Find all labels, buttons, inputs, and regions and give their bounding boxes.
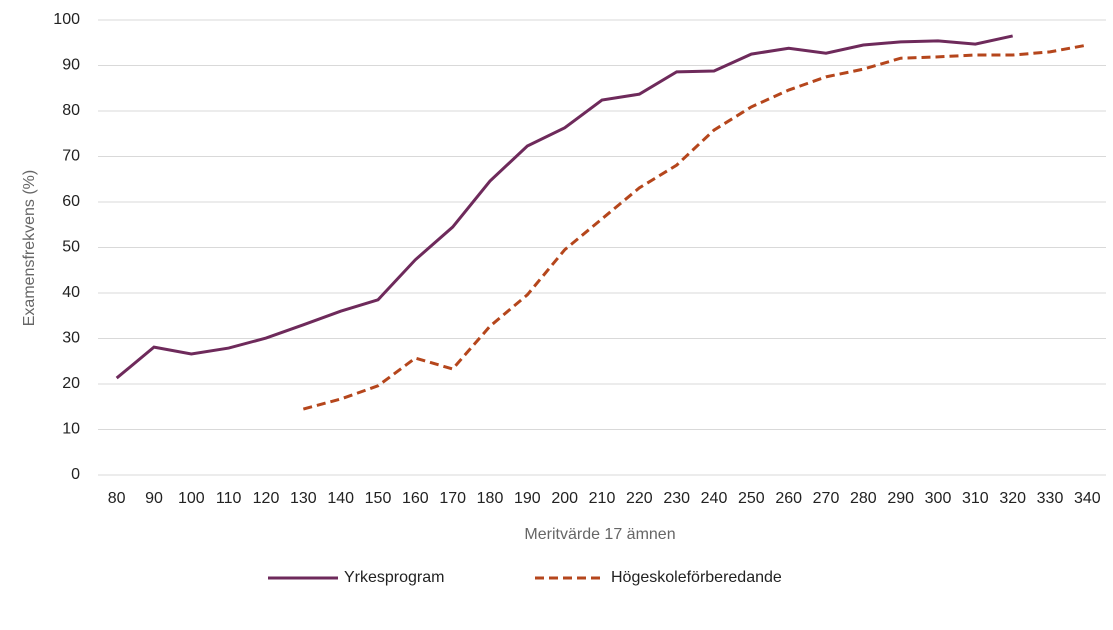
legend-label: Högeskoleförberedande: [611, 569, 782, 586]
x-tick-label: 300: [925, 490, 952, 507]
x-tick-label: 220: [626, 490, 653, 507]
x-tick-label: 230: [663, 490, 690, 507]
x-tick-label: 260: [775, 490, 802, 507]
x-tick-label: 110: [216, 490, 242, 507]
y-tick-label: 100: [53, 11, 80, 28]
x-tick-label: 240: [701, 490, 728, 507]
y-tick-label: 60: [62, 193, 80, 210]
x-tick-label: 280: [850, 490, 877, 507]
x-tick-label: 270: [813, 490, 840, 507]
x-tick-label: 100: [178, 490, 205, 507]
x-tick-label: 320: [999, 490, 1026, 507]
y-tick-label: 50: [62, 239, 80, 256]
x-tick-label: 210: [589, 490, 616, 507]
x-tick-label: 250: [738, 490, 765, 507]
x-tick-label: 150: [365, 490, 392, 507]
x-axis-label: Meritvärde 17 ämnen: [524, 526, 675, 543]
x-tick-label: 90: [145, 490, 163, 507]
x-tick-label: 190: [514, 490, 541, 507]
legend-label: Yrkesprogram: [344, 569, 444, 586]
y-tick-label: 20: [62, 375, 80, 392]
x-tick-label: 80: [108, 490, 126, 507]
x-tick-label: 310: [962, 490, 989, 507]
x-tick-label: 290: [887, 490, 914, 507]
x-tick-label: 130: [290, 490, 317, 507]
y-tick-label: 90: [62, 57, 80, 74]
y-tick-label: 0: [71, 466, 80, 483]
y-axis-label: Examensfrekvens (%): [21, 170, 38, 327]
y-tick-label: 80: [62, 102, 80, 119]
x-tick-label: 200: [551, 490, 578, 507]
x-tick-label: 170: [439, 490, 466, 507]
x-tick-label: 140: [327, 490, 354, 507]
x-tick-label: 160: [402, 490, 429, 507]
series-line: [115, 34, 1013, 380]
x-tick-label: 180: [477, 490, 504, 507]
x-tick-label: 330: [1037, 490, 1064, 507]
y-tick-label: 40: [62, 284, 80, 301]
series-line: [302, 43, 1088, 411]
x-tick-label: 120: [253, 490, 280, 507]
x-tick-label: 340: [1074, 490, 1101, 507]
y-tick-label: 30: [62, 330, 80, 347]
y-tick-label: 10: [62, 421, 80, 438]
y-tick-label: 70: [62, 148, 80, 165]
